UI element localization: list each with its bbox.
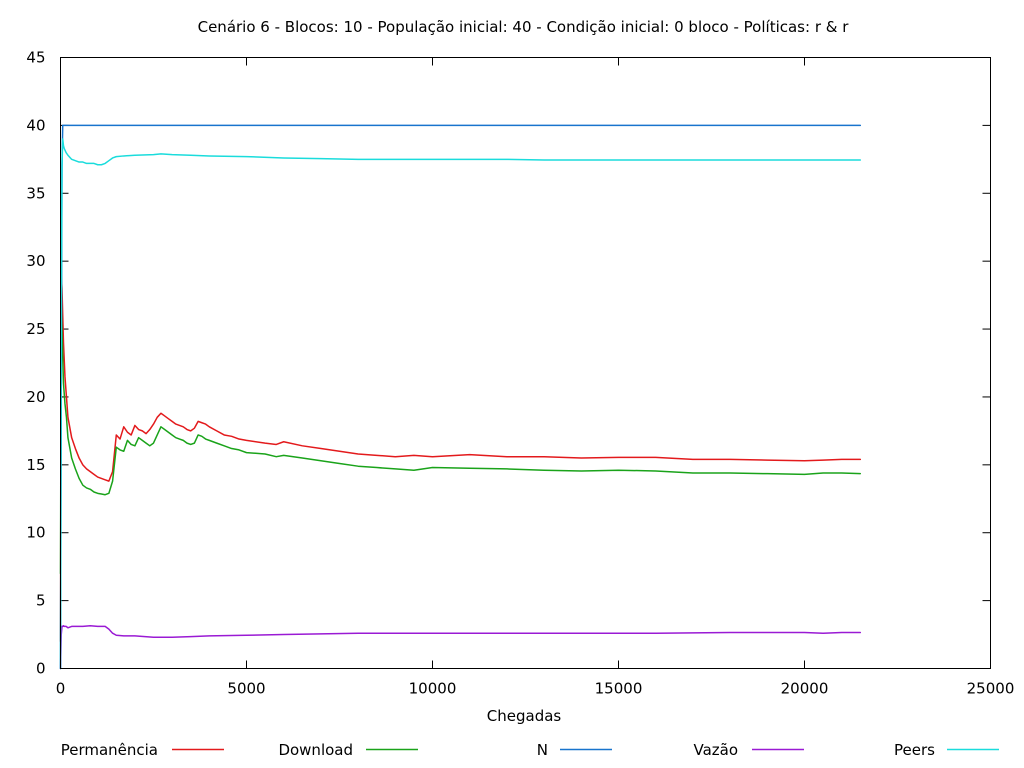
y-axis: 0 5 10 15 20 25 30 35 40 45	[26, 49, 991, 678]
y-tick-label: 30	[26, 252, 45, 270]
x-axis: 0 5000 10000 15000 20000 25000	[56, 57, 1015, 698]
series-line-vazao	[59, 624, 862, 670]
legend: Permanência Download N Vazão Peers	[61, 741, 999, 759]
y-tick-label: 5	[36, 592, 46, 610]
x-axis-label: Chegadas	[487, 707, 562, 725]
x-tick-label: 25000	[967, 680, 1015, 698]
y-tick-label: 35	[26, 184, 45, 202]
legend-label-n: N	[537, 741, 548, 759]
legend-label-peers: Peers	[894, 741, 935, 759]
y-tick-label: 20	[26, 388, 45, 406]
series-line-permanencia	[59, 273, 862, 643]
series-line-download	[59, 301, 862, 575]
y-tick-label: 40	[26, 116, 45, 134]
y-tick-label: 45	[26, 49, 45, 67]
y-tick-label: 25	[26, 320, 45, 338]
series-line-n	[59, 124, 862, 670]
x-tick-label: 20000	[781, 680, 829, 698]
x-tick-label: 10000	[409, 680, 457, 698]
series-line-peers	[59, 138, 862, 670]
plot-area-frame	[60, 57, 991, 669]
series-layer	[59, 124, 862, 670]
x-tick-label: 5000	[227, 680, 265, 698]
legend-label-vazao: Vazão	[693, 741, 738, 759]
chart-title: Cenário 6 - Blocos: 10 - População inici…	[198, 18, 850, 36]
y-tick-label: 15	[26, 456, 45, 474]
y-tick-label: 0	[36, 660, 46, 678]
legend-label-permanencia: Permanência	[61, 741, 158, 759]
y-tick-label: 10	[26, 524, 45, 542]
x-tick-label: 15000	[595, 680, 643, 698]
legend-label-download: Download	[278, 741, 353, 759]
x-tick-label: 0	[56, 680, 66, 698]
